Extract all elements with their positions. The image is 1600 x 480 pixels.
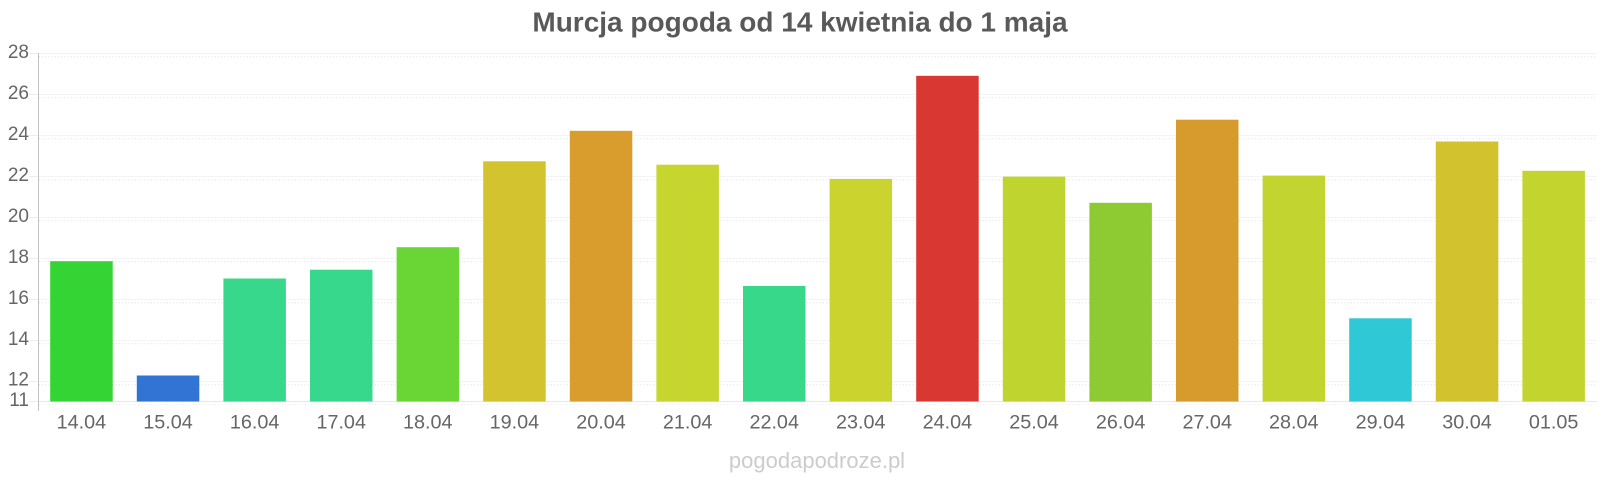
svg-text:14: 14 — [8, 329, 30, 350]
svg-text:27.04: 27.04 — [1182, 412, 1232, 434]
svg-text:18.04: 18.04 — [403, 412, 453, 434]
svg-text:23.04: 23.04 — [836, 412, 886, 434]
svg-text:24: 24 — [8, 124, 30, 145]
svg-text:16.04: 16.04 — [230, 412, 280, 434]
svg-text:15.04: 15.04 — [143, 412, 193, 434]
svg-text:29.04: 29.04 — [1356, 412, 1406, 434]
svg-text:28: 28 — [8, 42, 29, 63]
svg-text:24.04: 24.04 — [923, 412, 973, 434]
svg-text:26: 26 — [8, 83, 29, 104]
svg-text:20.04: 20.04 — [576, 412, 626, 434]
svg-text:16: 16 — [8, 288, 29, 309]
svg-text:14.04: 14.04 — [57, 412, 107, 434]
svg-text:20: 20 — [8, 206, 29, 227]
svg-text:01.05: 01.05 — [1529, 412, 1579, 434]
svg-text:25.04: 25.04 — [1009, 412, 1059, 434]
svg-text:22.04: 22.04 — [749, 412, 799, 434]
svg-text:Murcja pogoda od 14 kwietnia d: Murcja pogoda od 14 kwietnia do 1 maja — [532, 7, 1068, 38]
svg-text:11: 11 — [9, 390, 29, 411]
svg-text:pogodapodroze.pl: pogodapodroze.pl — [729, 448, 905, 473]
svg-text:28.04: 28.04 — [1269, 412, 1319, 434]
svg-text:22: 22 — [8, 165, 29, 186]
svg-text:30.04: 30.04 — [1442, 412, 1492, 434]
svg-text:12: 12 — [8, 370, 29, 391]
svg-text:19.04: 19.04 — [490, 412, 540, 434]
svg-text:18: 18 — [8, 247, 29, 268]
svg-text:21.04: 21.04 — [663, 412, 713, 434]
svg-text:17.04: 17.04 — [316, 412, 366, 434]
svg-text:26.04: 26.04 — [1096, 412, 1146, 434]
